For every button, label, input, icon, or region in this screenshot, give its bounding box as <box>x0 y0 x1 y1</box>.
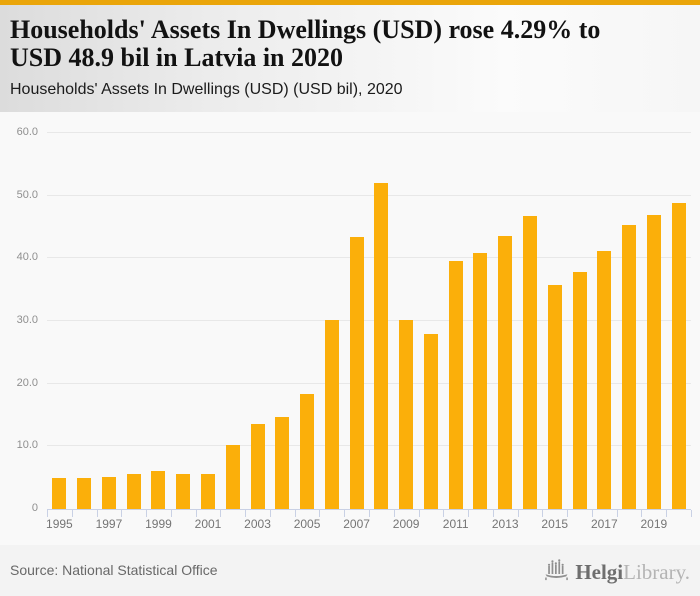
chart-subtitle: Households' Assets In Dwellings (USD) (U… <box>10 81 403 98</box>
bar-2001[interactable] <box>201 473 215 509</box>
x-axis-tick <box>567 510 569 517</box>
y-tick-label: 10.0 <box>16 439 38 452</box>
chart-footer: Source: National Statistical Office <box>0 545 700 596</box>
bar-2008[interactable] <box>374 182 389 509</box>
x-axis-tick <box>691 510 692 517</box>
bar-2000[interactable] <box>176 473 191 509</box>
bar-2015[interactable] <box>547 285 562 509</box>
y-tick-label: 20.0 <box>16 376 38 389</box>
gridline <box>47 445 691 447</box>
gridline <box>47 320 691 321</box>
logo-text-helgi: Helgi <box>575 560 624 584</box>
x-tick-label: 2015 <box>541 517 569 531</box>
y-tick-label: 50.0 <box>16 188 38 201</box>
logo-text-library: Library. <box>623 560 690 584</box>
gridline <box>47 257 691 259</box>
gridline <box>47 132 691 133</box>
plot-area: 1995 1997 1999 2001 2003 2005 2007 2009 2011 2013… <box>46 132 692 531</box>
helgi-library-wordmark: HelgiLibrary. <box>575 559 690 585</box>
x-axis-tick <box>269 510 271 517</box>
x-axis-tick <box>319 510 321 517</box>
page-title-line-2: USD 48.9 bil in Latvia in 2020 <box>10 43 344 72</box>
x-axis-tick <box>146 510 148 517</box>
bar-2004[interactable] <box>275 416 290 509</box>
y-tick-label: 40.0 <box>16 251 38 264</box>
y-tick-label: 60.0 <box>16 126 38 138</box>
x-tick-label: 2019 <box>640 517 668 531</box>
x-axis-tick <box>47 510 48 517</box>
y-tick-label: 30.0 <box>16 314 38 326</box>
x-axis-tick <box>294 510 296 517</box>
bar-2003[interactable] <box>250 423 265 509</box>
bar-2005[interactable] <box>300 393 315 509</box>
x-axis-tick <box>121 510 123 517</box>
bar-1996[interactable] <box>77 477 92 509</box>
bar-2011[interactable] <box>448 260 463 509</box>
y-axis: 60.0 50.0 40.0 30.0 20.0 10.0 0 <box>0 126 38 514</box>
bar-1999[interactable] <box>151 471 166 509</box>
x-tick-label: 2013 <box>491 517 519 531</box>
bar-2007[interactable] <box>349 237 364 509</box>
bar-1995[interactable] <box>52 477 67 509</box>
x-tick-label: 2011 <box>442 517 469 531</box>
page-title: Households' Assets In Dwellings (USD) ro… <box>10 16 686 72</box>
x-tick-label: 2017 <box>590 517 618 531</box>
x-tick-label: 2005 <box>293 517 321 531</box>
gridline <box>47 194 691 196</box>
x-axis-tick <box>245 510 247 517</box>
bar-2006[interactable] <box>324 320 339 509</box>
helgi-library-logo[interactable]: HelgiLibrary. <box>543 556 690 588</box>
x-axis-tick <box>418 510 420 517</box>
source-note: Source: National Statistical Office <box>10 562 218 578</box>
chart-header: Households' Assets In Dwellings (USD) ro… <box>0 5 700 112</box>
x-axis-tick <box>492 510 494 517</box>
x-axis-tick <box>369 510 370 517</box>
bar-2017[interactable] <box>597 251 612 509</box>
bar-2002[interactable] <box>225 445 240 509</box>
bar-2018[interactable] <box>622 225 637 509</box>
x-axis-tick <box>220 510 222 517</box>
x-tick-label: 2007 <box>343 517 370 531</box>
x-axis-tick <box>517 510 519 517</box>
x-tick-label: 2001 <box>194 517 222 531</box>
bar-2016[interactable] <box>572 272 587 509</box>
helgi-library-icon <box>543 556 570 588</box>
bar-1997[interactable] <box>101 477 116 509</box>
x-axis-tick <box>666 510 668 517</box>
chart-section: 60.0 50.0 40.0 30.0 20.0 10.0 0 1995 1997 1999 20… <box>0 112 700 545</box>
x-axis-tick <box>96 510 98 517</box>
bar-2012[interactable] <box>473 253 488 509</box>
x-axis-tick <box>591 510 593 517</box>
x-axis-tick <box>641 510 643 517</box>
x-axis-tick <box>170 510 172 517</box>
x-axis-tick <box>468 510 470 517</box>
x-axis-tick <box>443 510 445 517</box>
bar-2009[interactable] <box>399 320 414 509</box>
x-axis-tick <box>195 510 197 517</box>
x-tick-label: 2003 <box>244 517 271 531</box>
x-axis-tick <box>542 510 544 517</box>
accent-top-border <box>0 0 700 5</box>
bar-2013[interactable] <box>498 236 513 509</box>
page-title-line-1: Households' Assets In Dwellings (USD) ro… <box>10 15 601 44</box>
x-axis-tick <box>616 510 618 517</box>
bar-2019[interactable] <box>646 215 661 509</box>
x-tick-label: 1997 <box>95 517 123 531</box>
x-axis-tick <box>393 510 395 517</box>
x-tick-label: 1999 <box>145 517 172 531</box>
y-tick-label: 0 <box>31 502 38 514</box>
bar-1998[interactable] <box>126 473 141 509</box>
bar-2020[interactable] <box>671 202 686 509</box>
bar-2010[interactable] <box>423 334 438 509</box>
x-tick-label: 2009 <box>392 517 420 531</box>
x-tick-label: 1995 <box>46 517 73 531</box>
bar-2014[interactable] <box>523 216 537 509</box>
x-axis-tick <box>344 510 346 517</box>
gridline <box>47 382 691 384</box>
x-axis-tick <box>71 510 73 517</box>
